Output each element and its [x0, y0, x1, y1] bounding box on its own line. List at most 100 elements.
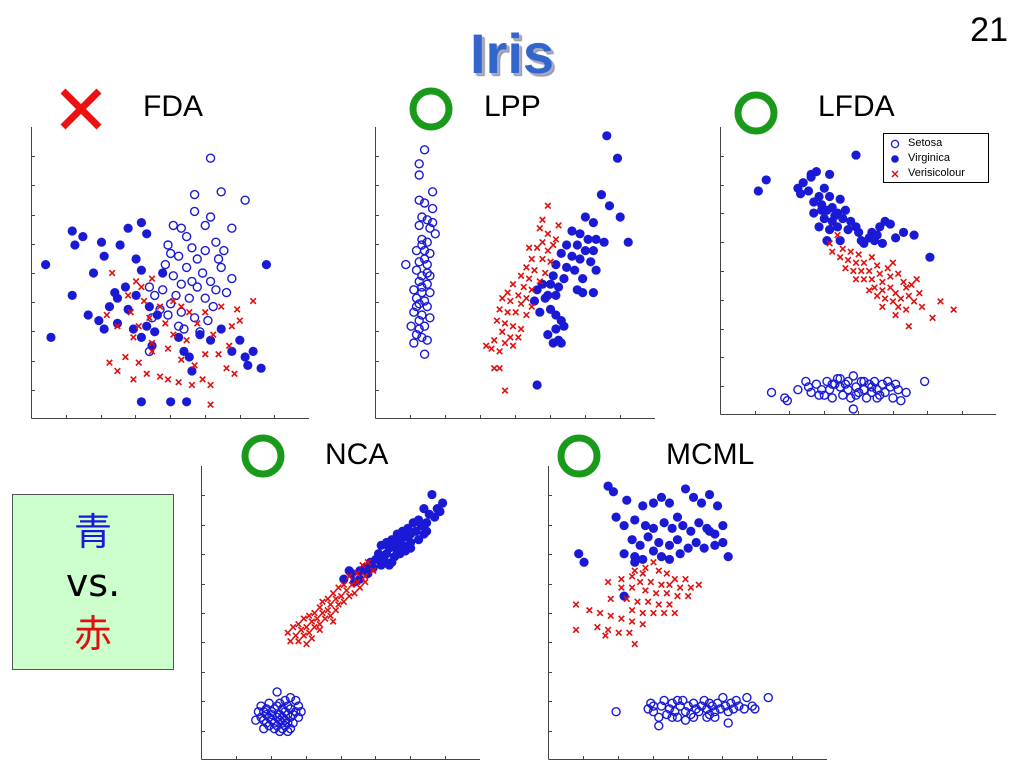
virginica-point: [556, 338, 566, 348]
setosa-point: [667, 712, 677, 723]
versicolour-point: [695, 581, 703, 589]
versicolour-point: [369, 567, 377, 575]
versicolour-point: [509, 342, 517, 350]
setosa-point: [875, 390, 885, 400]
versicolour-point: [132, 278, 140, 285]
setosa-point: [646, 698, 656, 708]
setosa-point: [827, 393, 837, 403]
setosa-point: [285, 692, 296, 703]
versicolour-point: [498, 294, 506, 302]
panel-title-mcml: MCML: [666, 438, 755, 471]
setosa-point: [648, 701, 659, 711]
versicolour-point: [329, 589, 337, 597]
virginica-point: [825, 225, 835, 235]
versicolour-point: [228, 322, 236, 330]
setosa-point: [414, 170, 424, 180]
virginica-point: [869, 236, 880, 246]
versicolour-point: [910, 297, 918, 305]
versicolour-point: [900, 278, 907, 286]
setosa-point: [221, 287, 232, 298]
virginica-point: [586, 257, 596, 267]
versicolour-point: [523, 311, 530, 319]
virginica-point: [535, 307, 545, 317]
versicolour-point: [915, 289, 923, 297]
virginica-point: [120, 282, 131, 292]
virginica-point: [556, 248, 566, 258]
versicolour-point: [201, 350, 209, 358]
setosa-point: [205, 276, 216, 287]
versicolour-point: [902, 284, 910, 291]
virginica-point: [583, 234, 593, 244]
setosa-point: [723, 706, 733, 717]
setosa-point: [882, 376, 893, 387]
setosa-point: [275, 715, 285, 725]
versicolour-point: [183, 336, 190, 344]
virginica-point: [67, 226, 77, 236]
versicolour-point: [539, 216, 546, 224]
virginica-point: [344, 566, 354, 576]
versicolour-point: [892, 289, 899, 297]
setosa-point: [211, 285, 221, 295]
setosa-point: [419, 296, 430, 306]
virginica-point: [704, 489, 715, 500]
setosa-point: [211, 237, 221, 247]
virginica-point: [184, 352, 194, 362]
virginica-point: [630, 557, 640, 567]
virginica-point: [174, 332, 184, 342]
versicolour-point: [676, 584, 684, 591]
versicolour-point: [316, 626, 324, 634]
virginica-point: [427, 489, 437, 500]
versicolour-point: [855, 251, 863, 258]
versicolour-point: [207, 401, 214, 408]
versicolour-point: [847, 248, 855, 256]
versicolour-point: [594, 623, 601, 631]
setosa-point: [877, 379, 888, 389]
setosa-point: [867, 382, 877, 392]
versicolour-point: [647, 578, 655, 586]
setosa-point: [272, 687, 282, 697]
versicolour-point: [586, 606, 593, 614]
virginica-point: [96, 237, 107, 247]
setosa-point: [417, 240, 427, 250]
virginica-point: [572, 240, 582, 250]
virginica-point: [648, 523, 659, 533]
versicolour-point: [687, 584, 695, 591]
virginica-point: [104, 302, 115, 312]
versicolour-point: [191, 362, 198, 369]
virginica-point: [817, 205, 827, 215]
versicolour-point: [311, 609, 318, 617]
virginica-point: [825, 169, 835, 179]
versicolour-point: [849, 267, 857, 275]
setosa-point: [726, 698, 736, 708]
versicolour-point: [834, 231, 841, 239]
setosa-point: [163, 240, 173, 250]
setosa-point: [419, 349, 430, 359]
versicolour-point: [343, 587, 350, 594]
virginica-point: [830, 211, 840, 221]
setosa-point: [417, 332, 427, 343]
versicolour-point: [324, 595, 332, 603]
circle-icon: [409, 87, 453, 131]
setosa-point: [293, 701, 304, 711]
versicolour-point: [316, 620, 324, 628]
virginica-point: [672, 512, 683, 522]
setosa-point: [718, 692, 728, 703]
virginica-point: [136, 218, 146, 228]
virginica-point: [248, 346, 258, 356]
versicolour-point: [886, 284, 894, 291]
virginica-point: [678, 520, 688, 531]
setosa-point: [176, 279, 187, 289]
setosa-point: [427, 217, 438, 228]
versicolour-point: [164, 345, 172, 352]
setosa-point: [851, 390, 861, 400]
virginica-point: [648, 546, 659, 556]
setosa-point: [189, 206, 200, 217]
setosa-point: [853, 387, 864, 398]
versicolour-point: [572, 601, 580, 608]
virginica-point: [567, 251, 577, 261]
setosa-point: [832, 373, 843, 384]
versicolour-point: [361, 572, 369, 580]
virginica-point: [712, 501, 723, 511]
virginica-point: [339, 574, 349, 584]
setosa-point: [291, 706, 301, 717]
